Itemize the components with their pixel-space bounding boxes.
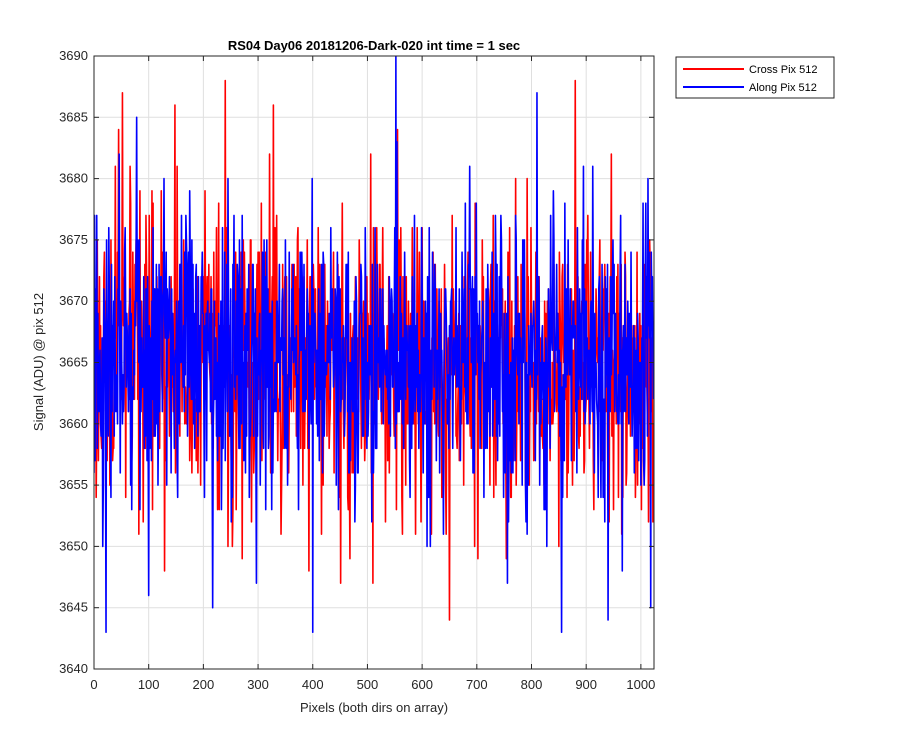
legend-label-along: Along Pix 512	[749, 82, 817, 94]
y-tick-label: 3690	[59, 48, 88, 63]
x-tick-label: 400	[302, 677, 324, 692]
x-tick-label: 1000	[626, 677, 655, 692]
x-tick-label: 900	[575, 677, 597, 692]
x-tick-label: 500	[357, 677, 379, 692]
x-tick-labels: 0 100 200 300 400 500 600 700 800 900 1000	[90, 677, 655, 692]
series-line-along-pix-512	[94, 56, 654, 634]
y-tick-label: 3670	[59, 293, 88, 308]
series-layer	[94, 56, 654, 634]
y-tick-label: 3655	[59, 477, 88, 492]
y-tick-label: 3660	[59, 416, 88, 431]
chart-title: RS04 Day06 20181206-Dark-020 int time = …	[228, 38, 520, 53]
legend-label-cross: Cross Pix 512	[749, 64, 817, 76]
y-tick-label: 3665	[59, 355, 88, 370]
y-tick-labels: 3640 3645 3650 3655 3660 3665 3670 3675 3680 3685…	[59, 48, 88, 676]
y-tick-label: 3675	[59, 232, 88, 247]
y-tick-label: 3650	[59, 538, 88, 553]
x-tick-label: 800	[521, 677, 543, 692]
x-tick-label: 600	[411, 677, 433, 692]
x-axis-label: Pixels (both dirs on array)	[300, 700, 448, 715]
x-tick-label: 100	[138, 677, 160, 692]
y-tick-label: 3645	[59, 600, 88, 615]
y-tick-label: 3685	[59, 109, 88, 124]
y-tick-label: 3640	[59, 661, 88, 676]
y-axis-label: Signal (ADU) @ pix 512	[31, 293, 46, 431]
x-tick-label: 700	[466, 677, 488, 692]
tick-marks	[93, 55, 654, 670]
legend: Cross Pix 512 Along Pix 512	[675, 56, 835, 99]
x-tick-label: 200	[193, 677, 215, 692]
x-tick-label: 0	[90, 677, 97, 692]
legend-box	[675, 56, 835, 99]
y-tick-label: 3680	[59, 171, 88, 186]
x-tick-label: 300	[247, 677, 269, 692]
